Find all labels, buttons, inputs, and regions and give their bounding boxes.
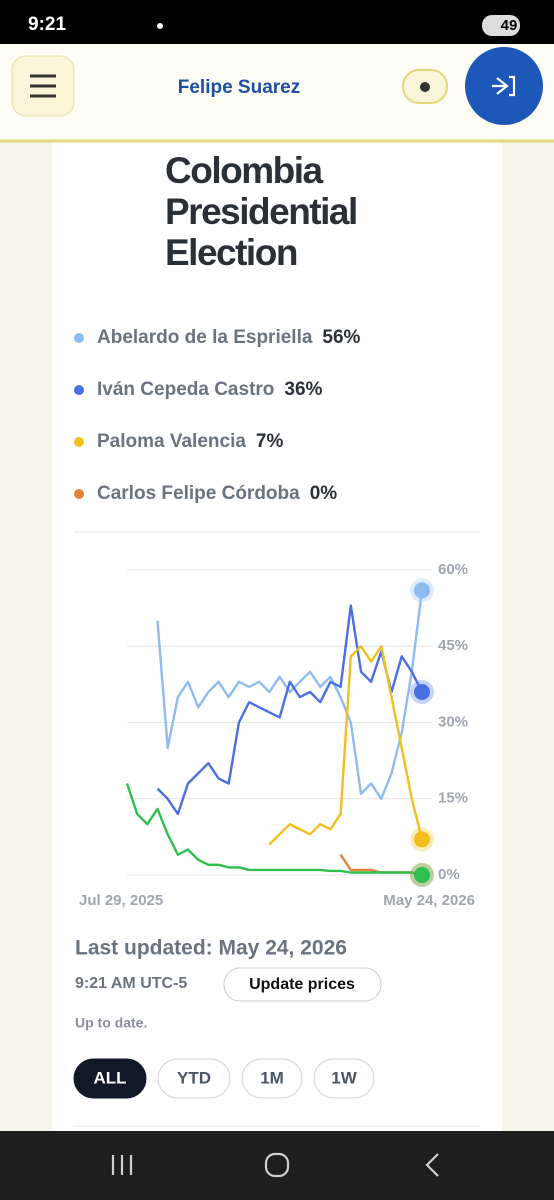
range-label[interactable]: 1M bbox=[260, 1068, 284, 1087]
status-dot bbox=[157, 23, 163, 29]
update-button-label[interactable]: Update prices bbox=[249, 976, 355, 993]
end-dot bbox=[414, 684, 430, 700]
legend-label: Paloma Valencia bbox=[97, 431, 246, 452]
range-label[interactable]: 1W bbox=[331, 1068, 357, 1087]
status-time: 9:21 bbox=[28, 14, 66, 35]
x-tick-label: Jul 29, 2025 bbox=[79, 892, 163, 909]
header bbox=[0, 44, 554, 141]
range-button[interactable] bbox=[313, 1058, 375, 1099]
legend-value: 36% bbox=[284, 379, 322, 400]
legend-label: Abelardo de la Espriella bbox=[97, 327, 313, 348]
series-line bbox=[268, 645, 424, 846]
nav-home[interactable] bbox=[264, 1152, 290, 1178]
legend-swatch bbox=[74, 489, 84, 499]
legend-value: 56% bbox=[322, 327, 360, 348]
legend-swatch bbox=[74, 385, 84, 395]
y-tick-label: 45% bbox=[438, 637, 468, 654]
title-line: Election bbox=[165, 232, 297, 273]
nav-icons bbox=[111, 1152, 439, 1178]
login-icon bbox=[492, 75, 516, 97]
x-tick-label: May 24, 2026 bbox=[383, 892, 475, 909]
title-line: Colombia bbox=[165, 150, 323, 191]
range-label[interactable]: ALL bbox=[93, 1068, 126, 1087]
range-button[interactable] bbox=[157, 1058, 231, 1099]
battery-level: 49 bbox=[501, 17, 518, 34]
end-dot bbox=[414, 582, 430, 599]
range-button[interactable] bbox=[241, 1058, 303, 1099]
plot: 0% 15% 30% 45% 60% bbox=[125, 561, 468, 887]
legend-value: 7% bbox=[256, 431, 284, 452]
theme-icon bbox=[420, 82, 430, 92]
legend-label: Iván Cepeda Castro bbox=[97, 379, 274, 400]
status-text: Up to date. bbox=[75, 1015, 147, 1031]
range-buttons: ALL YTD 1M 1W bbox=[73, 1058, 375, 1099]
update-time: 9:21 AM UTC-5 bbox=[75, 975, 187, 992]
chart-title: Colombia Presidential Election bbox=[165, 150, 357, 273]
update-button[interactable] bbox=[223, 967, 382, 1002]
title-line: Presidential bbox=[165, 191, 357, 232]
y-tick-label: 0% bbox=[438, 866, 460, 883]
series-line bbox=[125, 783, 423, 877]
status-bar bbox=[0, 0, 554, 44]
range-button[interactable] bbox=[73, 1058, 147, 1099]
series-line bbox=[156, 604, 424, 816]
nav-back[interactable] bbox=[425, 1153, 439, 1177]
menu-icon bbox=[30, 74, 56, 98]
legend-value: 0% bbox=[310, 483, 338, 504]
legend-swatch bbox=[74, 333, 84, 343]
battery bbox=[482, 15, 520, 36]
range-label[interactable]: YTD bbox=[177, 1068, 211, 1087]
user-name[interactable]: Felipe Suarez bbox=[178, 77, 301, 98]
end-dot bbox=[414, 831, 430, 848]
y-tick-label: 15% bbox=[438, 790, 468, 807]
nav-bar bbox=[0, 1131, 554, 1200]
last-updated: Last updated: May 24, 2026 bbox=[75, 937, 347, 960]
legend-label: Carlos Felipe Córdoba bbox=[97, 483, 300, 504]
y-tick-label: 30% bbox=[438, 713, 468, 730]
series-line bbox=[156, 590, 424, 800]
end-dot bbox=[414, 867, 430, 883]
y-tick-label: 60% bbox=[438, 561, 468, 578]
legend: Abelardo de la Espriella 56% Iván Cepeda C… bbox=[74, 327, 361, 504]
legend-swatch bbox=[74, 437, 84, 447]
